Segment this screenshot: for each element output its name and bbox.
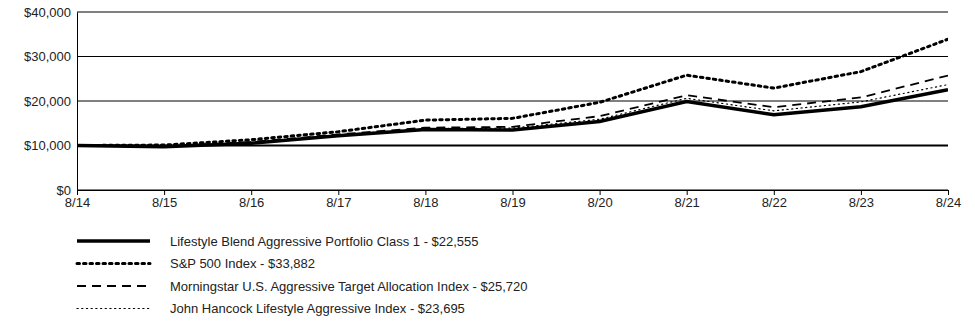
x-tick-label: 8/24 xyxy=(936,195,961,210)
legend-item: S&P 500 Index - $33,882 xyxy=(77,256,315,271)
plot: $0$10,000$20,000$30,000$40,0008/148/158/… xyxy=(24,5,961,211)
x-tick: 8/16 xyxy=(239,190,264,210)
x-tick: 8/20 xyxy=(587,190,612,210)
legend-label: Lifestyle Blend Aggressive Portfolio Cla… xyxy=(170,234,479,249)
grid-line xyxy=(77,101,948,102)
grid xyxy=(77,12,948,190)
x-axis: 8/14 8/15 8/16 8/17 8/18 8/19 8/20 8/21 8/22 8/23… xyxy=(65,190,961,210)
y-tick-label: $10,000 xyxy=(24,138,71,153)
x-tick-label: 8/21 xyxy=(675,195,700,210)
legend-label: John Hancock Lifestyle Aggressive Index … xyxy=(170,301,465,316)
x-tick: 8/17 xyxy=(326,190,351,210)
y-axis: $0$10,000$20,000$30,000$40,000 xyxy=(24,5,78,198)
x-tick: 8/15 xyxy=(152,190,177,210)
legend-item: Morningstar U.S. Aggressive Target Alloc… xyxy=(77,279,527,294)
y-tick: $40,000 xyxy=(24,5,77,20)
legend-label: S&P 500 Index - $33,882 xyxy=(170,256,315,271)
x-tick-label: 8/14 xyxy=(65,195,90,210)
series-line xyxy=(77,90,948,147)
x-tick-label: 8/23 xyxy=(849,195,874,210)
series-line xyxy=(77,76,948,147)
chart: $0$10,000$20,000$30,000$40,0008/148/158/… xyxy=(0,0,975,327)
y-tick-label: $30,000 xyxy=(24,49,71,64)
x-tick-label: 8/16 xyxy=(239,195,264,210)
x-tick: 8/19 xyxy=(500,190,525,210)
y-tick: $30,000 xyxy=(24,49,77,64)
x-tick: 8/23 xyxy=(849,190,874,210)
x-tick-label: 8/15 xyxy=(152,195,177,210)
legend-swatch xyxy=(77,239,150,243)
lines xyxy=(77,39,948,147)
legend-label: Morningstar U.S. Aggressive Target Alloc… xyxy=(170,279,527,294)
legend: Lifestyle Blend Aggressive Portfolio Cla… xyxy=(77,234,527,316)
legend-item: John Hancock Lifestyle Aggressive Index … xyxy=(77,301,465,316)
x-tick: 8/21 xyxy=(675,190,700,210)
y-axis-line xyxy=(77,13,78,191)
x-tick-label: 8/19 xyxy=(500,195,525,210)
y-tick: $20,000 xyxy=(24,94,77,109)
x-tick-label: 8/17 xyxy=(326,195,351,210)
y-tick: $10,000 xyxy=(24,138,77,153)
x-tick: 8/18 xyxy=(413,190,438,210)
x-tick-label: 8/20 xyxy=(587,195,612,210)
x-tick-label: 8/18 xyxy=(413,195,438,210)
x-tick: 8/22 xyxy=(762,190,787,210)
legend-item: Lifestyle Blend Aggressive Portfolio Cla… xyxy=(77,234,479,249)
y-tick-label: $40,000 xyxy=(24,5,71,20)
x-tick: 8/14 xyxy=(65,190,90,210)
y-tick-label: $20,000 xyxy=(24,94,71,109)
grid-line xyxy=(77,12,948,13)
legend-swatch xyxy=(77,262,150,265)
x-tick: 8/24 xyxy=(936,190,961,210)
grid-line xyxy=(77,56,948,57)
series-line xyxy=(77,85,948,146)
legend-swatch xyxy=(77,285,150,287)
x-tick-label: 8/22 xyxy=(762,195,787,210)
legend-swatch xyxy=(77,308,150,309)
